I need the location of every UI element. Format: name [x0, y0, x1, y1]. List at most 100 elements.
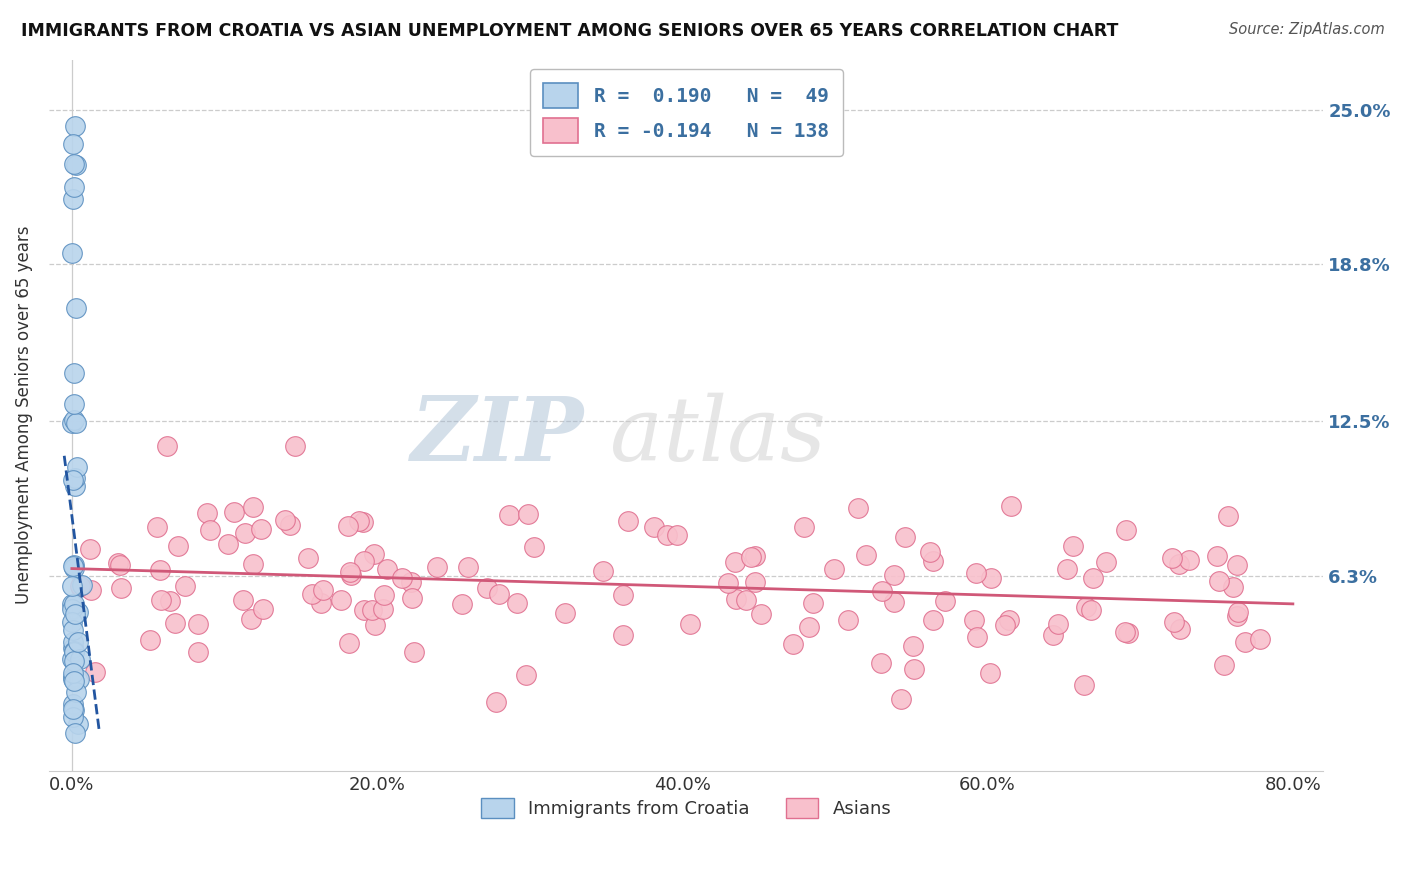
Point — [62, 192, 84, 206]
Point — [1222, 580, 1244, 594]
Point — [239, 612, 262, 626]
Point — [782, 637, 804, 651]
Point — [60, 652, 83, 666]
Point — [515, 667, 537, 681]
Point — [62, 136, 84, 151]
Point — [301, 587, 323, 601]
Point — [364, 617, 387, 632]
Point — [1161, 551, 1184, 566]
Point — [63, 645, 86, 659]
Point — [63, 597, 86, 611]
Point — [837, 613, 859, 627]
Point — [353, 602, 375, 616]
Point — [1208, 574, 1230, 589]
Point — [505, 596, 527, 610]
Point — [1205, 549, 1227, 563]
Point — [353, 554, 375, 568]
Point — [62, 623, 84, 637]
Point — [371, 602, 394, 616]
Point — [735, 592, 758, 607]
Point — [903, 662, 925, 676]
Point — [921, 554, 943, 568]
Point — [1062, 539, 1084, 553]
Point — [352, 515, 374, 529]
Text: IMMIGRANTS FROM CROATIA VS ASIAN UNEMPLOYMENT AMONG SENIORS OVER 65 YEARS CORREL: IMMIGRANTS FROM CROATIA VS ASIAN UNEMPLO… — [21, 22, 1118, 40]
Point — [62, 702, 84, 716]
Point — [404, 644, 426, 658]
Point — [339, 566, 361, 580]
Point — [65, 479, 87, 493]
Point — [485, 695, 508, 709]
Point — [62, 180, 84, 194]
Point — [1046, 616, 1069, 631]
Point — [149, 562, 172, 576]
Point — [284, 439, 307, 453]
Point — [1226, 558, 1249, 572]
Point — [498, 508, 520, 522]
Point — [62, 366, 84, 380]
Point — [717, 575, 740, 590]
Point — [1168, 622, 1191, 636]
Point — [966, 630, 988, 644]
Point — [62, 634, 84, 648]
Point — [890, 692, 912, 706]
Point — [1218, 508, 1240, 523]
Point — [138, 633, 160, 648]
Point — [666, 528, 689, 542]
Point — [252, 602, 274, 616]
Text: Source: ZipAtlas.com: Source: ZipAtlas.com — [1229, 22, 1385, 37]
Point — [516, 508, 538, 522]
Point — [79, 542, 101, 557]
Point — [592, 565, 614, 579]
Point — [749, 607, 772, 621]
Point — [523, 541, 546, 555]
Point — [617, 514, 640, 528]
Point — [63, 119, 86, 133]
Point — [1213, 658, 1236, 673]
Point — [725, 591, 748, 606]
Point — [855, 548, 877, 562]
Point — [401, 591, 423, 606]
Point — [340, 567, 363, 582]
Legend: Immigrants from Croatia, Asians: Immigrants from Croatia, Asians — [474, 790, 898, 826]
Point — [363, 547, 385, 561]
Point — [475, 581, 498, 595]
Point — [329, 593, 352, 607]
Point — [391, 571, 413, 585]
Point — [72, 578, 94, 592]
Point — [869, 656, 891, 670]
Point — [62, 157, 84, 171]
Point — [823, 562, 845, 576]
Point — [250, 522, 273, 536]
Point — [801, 596, 824, 610]
Point — [60, 597, 83, 611]
Point — [107, 556, 129, 570]
Point — [63, 726, 86, 740]
Point — [67, 717, 90, 731]
Point — [1168, 557, 1191, 571]
Point — [1042, 628, 1064, 642]
Point — [67, 605, 90, 619]
Point — [60, 602, 83, 616]
Point — [187, 617, 209, 632]
Point — [612, 627, 634, 641]
Point — [1114, 625, 1136, 640]
Point — [963, 614, 986, 628]
Point — [166, 539, 188, 553]
Point — [186, 645, 208, 659]
Point — [63, 412, 86, 426]
Point — [349, 514, 371, 528]
Point — [1163, 615, 1185, 629]
Point — [1233, 635, 1256, 649]
Point — [1095, 555, 1118, 569]
Point — [149, 593, 172, 607]
Point — [60, 615, 83, 630]
Point — [69, 579, 91, 593]
Point — [657, 527, 679, 541]
Point — [60, 416, 83, 430]
Point — [197, 506, 219, 520]
Point — [217, 536, 239, 550]
Point — [110, 581, 132, 595]
Point — [62, 673, 84, 687]
Point — [222, 505, 245, 519]
